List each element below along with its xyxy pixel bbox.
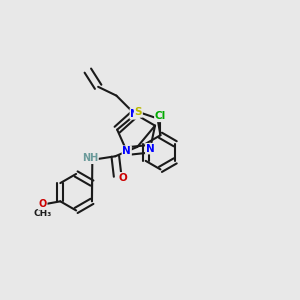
Text: Cl: Cl — [155, 111, 166, 122]
Text: O: O — [38, 199, 47, 209]
Text: O: O — [118, 173, 127, 183]
Text: CH₃: CH₃ — [34, 209, 52, 218]
Text: N: N — [146, 144, 154, 154]
Text: S: S — [135, 107, 142, 117]
Text: NH: NH — [82, 153, 98, 163]
Text: N: N — [130, 109, 139, 119]
Text: N: N — [122, 146, 131, 156]
